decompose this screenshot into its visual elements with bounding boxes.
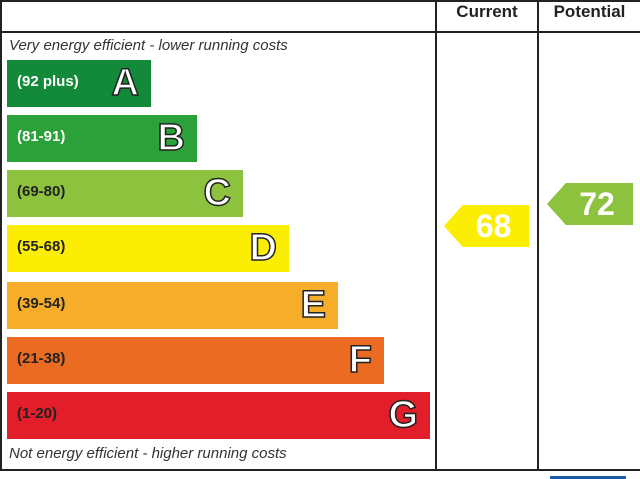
band-range: (81-91) bbox=[17, 128, 66, 145]
note-top: Very energy efficient - lower running co… bbox=[9, 37, 288, 54]
band-c: (69-80) C bbox=[7, 170, 243, 217]
potential-rating-arrow: 72 bbox=[547, 183, 633, 225]
blue-strip bbox=[550, 476, 626, 479]
band-range: (21-38) bbox=[17, 350, 66, 367]
border-left bbox=[0, 0, 2, 471]
header-divider bbox=[0, 31, 640, 33]
band-letter: D bbox=[249, 226, 278, 270]
band-letter: C bbox=[203, 171, 232, 215]
col-divider-potential bbox=[537, 0, 539, 471]
border-bottom bbox=[0, 469, 640, 471]
band-e: (39-54) E bbox=[7, 282, 338, 329]
band-letter: G bbox=[388, 393, 419, 437]
band-range: (69-80) bbox=[17, 183, 66, 200]
note-bottom: Not energy efficient - higher running co… bbox=[9, 445, 287, 462]
band-b: (81-91) B bbox=[7, 115, 197, 162]
potential-rating-value: 72 bbox=[579, 186, 615, 222]
band-letter: E bbox=[300, 283, 327, 327]
band-range: (39-54) bbox=[17, 295, 66, 312]
current-rating-value: 68 bbox=[475, 208, 512, 244]
band-letter: A bbox=[111, 61, 140, 105]
col-divider-current bbox=[435, 0, 437, 471]
band-range: (55-68) bbox=[17, 238, 66, 255]
band-range: (1-20) bbox=[17, 405, 58, 422]
border-top bbox=[0, 0, 640, 2]
header-potential: Potential bbox=[553, 2, 626, 21]
band-letter: B bbox=[157, 116, 186, 160]
current-rating-arrow: 68 bbox=[444, 205, 529, 247]
band-letter: F bbox=[348, 338, 373, 382]
band-a: (92 plus) A bbox=[7, 60, 151, 107]
band-range: (92 plus) bbox=[17, 73, 79, 90]
band-f: (21-38) F bbox=[7, 337, 384, 384]
header-current: Current bbox=[456, 2, 518, 21]
band-d: (55-68) D bbox=[7, 225, 289, 272]
band-g: (1-20) G bbox=[7, 392, 430, 439]
